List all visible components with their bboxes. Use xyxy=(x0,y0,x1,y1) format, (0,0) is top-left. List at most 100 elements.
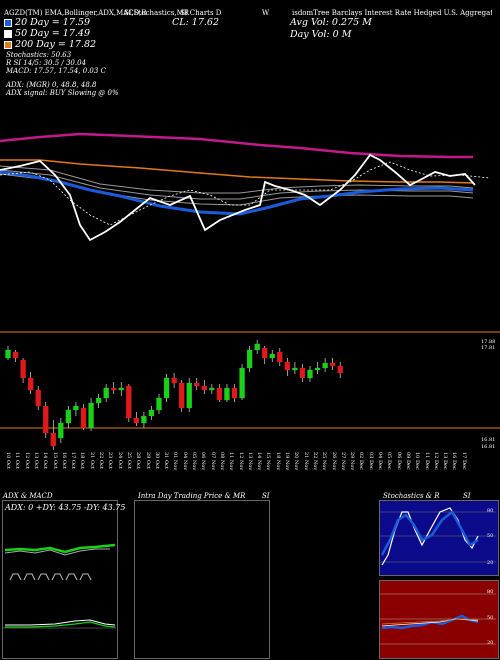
adx-marker-3 xyxy=(51,573,64,581)
candle-42 xyxy=(322,358,328,372)
adx-marker-1 xyxy=(23,573,36,581)
rsi-readout: R SI 14/5: 30.5 / 30.04 xyxy=(6,59,87,67)
candle-14 xyxy=(111,382,117,394)
candle-35 xyxy=(269,350,275,362)
candle-body xyxy=(65,409,72,424)
candle-30 xyxy=(231,384,238,402)
candle-8 xyxy=(65,406,72,428)
price-line xyxy=(0,153,476,242)
candle-18 xyxy=(141,412,147,428)
candle-body xyxy=(277,351,283,363)
candle-43 xyxy=(329,358,336,370)
candle-36 xyxy=(277,348,283,366)
candle-body xyxy=(262,347,268,359)
candle-body xyxy=(314,367,321,371)
candle-body xyxy=(156,397,162,411)
candle-2 xyxy=(20,358,26,383)
stoch-panel-title-2: SI xyxy=(463,492,471,500)
header-title-5: isdomTree Barclays Interest Rate Hedged … xyxy=(292,9,492,17)
ema20-swatch xyxy=(4,18,12,27)
ema-orange-line xyxy=(0,159,474,184)
candle-38 xyxy=(292,362,298,374)
candle-body xyxy=(35,389,41,407)
header-title-1: AGZD(TM) EMA,Bollinger,ADX,MACD,R xyxy=(4,9,147,17)
bollinger-mid-line xyxy=(0,169,474,200)
candle-body xyxy=(27,377,34,391)
candle-body xyxy=(88,402,94,429)
ema20-label: 20 Day = 17.59 xyxy=(4,17,90,28)
candle-31 xyxy=(239,364,245,400)
candle-15 xyxy=(118,382,124,396)
candle-24 xyxy=(186,378,192,412)
signal-dotted-line xyxy=(0,161,491,226)
candle-body xyxy=(209,387,215,391)
ema200-swatch xyxy=(4,40,12,49)
stoch-panel-title: Stochastics & R xyxy=(383,492,440,500)
candle-body xyxy=(141,415,147,424)
candle-body xyxy=(58,422,64,439)
candle-3 xyxy=(27,372,34,394)
candle-body xyxy=(284,361,291,371)
ema50-swatch xyxy=(4,29,12,38)
candle-9 xyxy=(73,402,79,416)
candle-29 xyxy=(224,384,230,402)
candle-body xyxy=(337,365,343,374)
candle-13 xyxy=(103,384,109,402)
candle-body xyxy=(329,362,336,367)
rsi-panel xyxy=(379,580,499,659)
adx-marker-0 xyxy=(9,573,22,581)
rsi-orange-line xyxy=(381,618,479,625)
candle-20 xyxy=(156,394,162,414)
candle-body xyxy=(163,377,170,399)
candle-body xyxy=(133,417,140,424)
candle-16 xyxy=(126,384,132,422)
candle-body xyxy=(148,409,155,417)
ema-magenta-line xyxy=(0,132,473,159)
candle-body xyxy=(307,369,313,379)
candle-6 xyxy=(50,420,56,450)
candle-0 xyxy=(5,346,11,360)
rsi-tick-80: 80 xyxy=(487,589,494,595)
candle-33 xyxy=(254,340,260,354)
header-title-3: SI Charts D xyxy=(180,9,222,17)
candle-25 xyxy=(194,378,200,390)
rsi-tick-50: 50 xyxy=(487,615,494,621)
macd-line xyxy=(5,619,116,626)
candle-23 xyxy=(178,380,185,412)
candle-body xyxy=(20,359,26,379)
header-title-2: SI,Stochastics,MR xyxy=(124,9,190,17)
bollinger-upper-line xyxy=(0,165,474,194)
candle-10 xyxy=(80,404,87,430)
candle-34 xyxy=(262,346,268,364)
adx-panel xyxy=(2,500,118,659)
rsi-tick-20: 20 xyxy=(487,640,494,646)
candle-37 xyxy=(284,358,291,376)
candle-body xyxy=(269,353,275,359)
candle-26 xyxy=(201,380,207,394)
adx-green-line xyxy=(4,543,116,554)
candle-27 xyxy=(209,384,215,394)
price-label-top2: 17.81 xyxy=(481,345,496,351)
candle-body xyxy=(95,397,102,404)
candle-body xyxy=(80,407,87,429)
candle-body xyxy=(239,367,245,399)
candle-11 xyxy=(88,398,94,431)
candle-body xyxy=(246,349,253,369)
price-label-bottom: 16.81 xyxy=(481,437,496,443)
ema20-value: 20 Day = 17.59 xyxy=(15,17,90,28)
macd-readout: MACD: 17.57, 17.54, 0.03 C xyxy=(6,67,106,75)
candle-5 xyxy=(43,402,49,438)
candle-40 xyxy=(307,366,313,382)
candle-body xyxy=(12,351,19,359)
ema200-label: 200 Day = 17.82 xyxy=(4,39,96,50)
candle-28 xyxy=(216,384,223,402)
ema200-value: 200 Day = 17.82 xyxy=(15,39,97,50)
ema50-label: 50 Day = 17.49 xyxy=(4,28,90,39)
candle-body xyxy=(216,387,223,401)
candle-body xyxy=(73,405,79,411)
adx-grey-line xyxy=(4,548,110,556)
candle-41 xyxy=(314,362,321,374)
avg-volume: Avg Vol: 0.275 M xyxy=(290,17,372,28)
adx-marker-4 xyxy=(65,573,78,581)
candle-32 xyxy=(246,346,253,372)
